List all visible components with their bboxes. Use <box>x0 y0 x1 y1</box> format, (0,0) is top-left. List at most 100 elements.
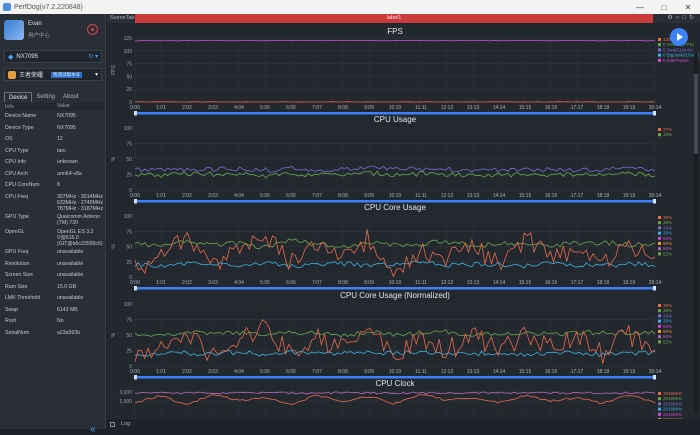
legend-swatch <box>658 226 661 229</box>
x-tick-label: 19:19 <box>623 369 636 375</box>
device-select[interactable]: ◆ NX7095 ↻ ▾ <box>4 50 102 63</box>
minimize-icon[interactable]: — <box>628 3 652 12</box>
x-tick-label: 9:09 <box>364 105 374 111</box>
x-tick-label: 17:17 <box>571 369 584 375</box>
x-tick-label: 15:15 <box>519 193 532 199</box>
x-tick-label: 6:06 <box>286 280 296 286</box>
info-key: CPU CoreNum <box>4 182 57 188</box>
tab-setting[interactable]: Setting <box>32 92 59 102</box>
toolbar-icons[interactable]: ⚙○□↻ <box>667 14 697 21</box>
x-tick-label: 12:12 <box>441 105 454 111</box>
x-tick-label: 9:09 <box>364 280 374 286</box>
x-tick-label: 5:05 <box>260 369 270 375</box>
app-version-badge: 暂测试版本号 <box>51 72 82 78</box>
x-tick-label: 4:04 <box>234 280 244 286</box>
info-header-value: Value <box>57 103 104 111</box>
tab-device[interactable]: Device <box>4 92 32 102</box>
y-tick-label: 75 <box>126 62 132 68</box>
x-tick-label: 17:17 <box>571 105 584 111</box>
x-tick-label: 5:05 <box>260 105 270 111</box>
legend-value: 0 InterFrame <box>663 58 689 63</box>
chart-ylabel: % <box>111 156 117 161</box>
info-table-header: Info Value <box>4 103 104 111</box>
x-tick-label: 8:08 <box>338 105 348 111</box>
chart-title: CPU Core Usage <box>364 203 426 212</box>
chart-title: CPU Usage <box>374 115 417 124</box>
x-tick-label: 0:00 <box>130 280 140 286</box>
legend-swatch <box>658 242 661 245</box>
record-button[interactable] <box>87 24 98 35</box>
x-tick-label: 4:04 <box>234 369 244 375</box>
legend-swatch <box>658 402 661 405</box>
label-tab[interactable]: label1 <box>135 14 653 23</box>
x-tick-label: 1:01 <box>156 105 166 111</box>
x-tick-label: 15:15 <box>519 369 532 375</box>
legend-swatch <box>658 325 661 328</box>
x-tick-label: 14:14 <box>493 369 506 375</box>
log-label[interactable]: Log <box>121 421 130 427</box>
info-key: Resolution <box>4 261 57 267</box>
chart-ylabel: % <box>111 244 117 249</box>
collapse-sidebar-icon[interactable]: « <box>90 424 96 435</box>
info-value: 12 <box>57 136 104 142</box>
time-range-slider <box>135 287 655 290</box>
info-key: CPU Info <box>4 159 57 165</box>
x-tick-label: 3:03 <box>208 369 218 375</box>
legend-swatch <box>658 48 661 51</box>
app-select[interactable]: 王者荣耀 暂测试版本号 ▾ <box>4 68 102 81</box>
x-tick-label: 15:15 <box>519 105 532 111</box>
info-value: NX7095 <box>57 125 104 131</box>
x-tick-label: 13:13 <box>467 369 480 375</box>
y-tick-label: 50 <box>126 333 132 339</box>
x-tick-label: 18:18 <box>597 105 610 111</box>
x-tick-label: 7:07 <box>312 369 322 375</box>
play-button[interactable] <box>670 28 688 46</box>
info-key: CPU Type <box>4 148 57 154</box>
scene-tab[interactable]: SceneTab <box>110 15 134 21</box>
vertical-scrollbar[interactable] <box>694 54 698 414</box>
log-footer: Log <box>107 419 700 429</box>
close-icon[interactable]: ✕ <box>676 3 700 12</box>
info-value: unknown <box>57 159 104 165</box>
info-key: GPU Freq <box>4 249 57 255</box>
info-key: GPU Type <box>4 214 57 220</box>
tab-about[interactable]: About <box>59 92 83 102</box>
x-tick-label: 9:09 <box>364 369 374 375</box>
legend-swatch <box>658 340 661 343</box>
log-toggle-icon[interactable] <box>110 422 115 427</box>
user-center-link[interactable]: 用户中心 <box>28 31 50 39</box>
x-tick-label: 10:10 <box>389 280 402 286</box>
device-name: NX7095 <box>16 54 38 60</box>
y-tick-label: 100 <box>124 49 133 55</box>
x-tick-label: 8:08 <box>338 280 348 286</box>
legend-swatch <box>658 397 661 400</box>
y-tick-label: 75 <box>126 318 132 324</box>
device-dropdown-icon[interactable]: ↻ ▾ <box>88 53 98 60</box>
maximize-icon[interactable]: □ <box>652 3 676 12</box>
info-value: 8 <box>57 182 104 188</box>
legend-swatch <box>658 59 661 62</box>
x-tick-label: 1:01 <box>156 280 166 286</box>
x-tick-label: 17:17 <box>571 193 584 199</box>
slider-handle-left <box>134 199 137 204</box>
avatar[interactable] <box>4 20 24 40</box>
chart-title: CPU Clock <box>375 379 415 388</box>
app-dropdown-icon[interactable]: ▾ <box>95 71 98 78</box>
series-line-fps <box>135 40 655 41</box>
chart-ylabel: % <box>111 332 117 337</box>
legend-swatch <box>658 330 661 333</box>
x-tick-label: 15:15 <box>519 280 532 286</box>
x-tick-label: 19:19 <box>623 280 636 286</box>
info-key: SerialNum <box>4 330 57 336</box>
info-value: 307MHz - 3014MHz 633MHz - 2745MHz 787MHz… <box>57 194 104 213</box>
x-tick-label: 18:18 <box>597 280 610 286</box>
y-tick-label: 25 <box>126 260 132 266</box>
legend-swatch <box>658 247 661 250</box>
